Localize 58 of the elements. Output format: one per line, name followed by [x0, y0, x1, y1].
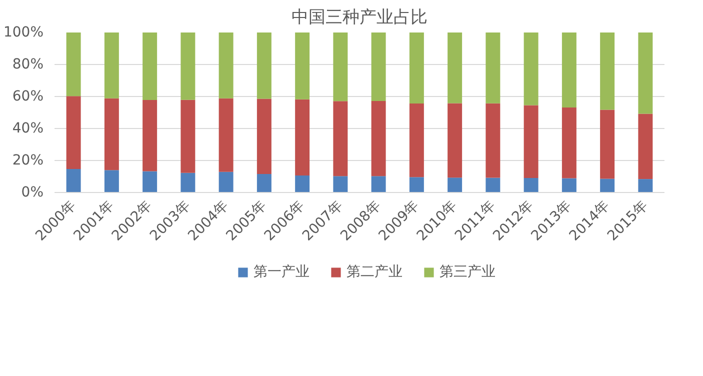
bar: [600, 110, 615, 179]
bar: [333, 32, 348, 102]
bar: [600, 178, 615, 192]
bar: [180, 172, 196, 192]
bar: [524, 105, 538, 178]
bar: [524, 32, 538, 106]
bar: [180, 32, 196, 100]
bar: [562, 32, 576, 108]
bar: [409, 104, 424, 178]
bar: [638, 32, 653, 114]
bar: [295, 32, 310, 100]
bar: [600, 32, 615, 110]
bar: [218, 32, 234, 98]
bar: [638, 179, 653, 192]
bar: [333, 176, 348, 192]
bar: [66, 168, 81, 192]
bar: [104, 170, 119, 192]
bar: [142, 32, 158, 100]
y-tick-label: 0%: [21, 184, 44, 200]
bar: [638, 114, 653, 180]
legend-label: 第三产业: [440, 263, 496, 281]
bar: [218, 172, 234, 192]
bar: [562, 108, 576, 178]
y-tick-label: 60%: [12, 88, 44, 104]
bar: [409, 177, 424, 192]
bar: [448, 103, 462, 178]
bar: [180, 100, 196, 173]
bar: [486, 178, 500, 192]
bar: [333, 101, 348, 176]
bar: [142, 171, 158, 192]
bar: [524, 178, 538, 192]
bar: [371, 100, 386, 176]
y-tick-label: 20%: [12, 152, 44, 168]
bar: [104, 98, 119, 170]
bar: [486, 103, 500, 178]
bar: [66, 32, 81, 96]
bar: [295, 176, 310, 192]
bar: [371, 32, 386, 101]
y-tick-label: 80%: [12, 56, 44, 72]
bar: [218, 98, 234, 172]
bar: [371, 176, 386, 192]
bar: [448, 32, 462, 104]
y-tick-label: 100%: [3, 24, 44, 40]
bar: [66, 96, 81, 169]
bar: [104, 32, 119, 98]
bar: [562, 178, 576, 192]
bar: [295, 99, 310, 176]
legend-label: 第一产业: [254, 263, 310, 281]
legend-label: 第二产业: [346, 263, 402, 281]
bar: [142, 100, 158, 172]
bar: [256, 32, 272, 99]
bar: [256, 98, 272, 174]
bar: [448, 178, 462, 192]
bar: [486, 32, 500, 104]
chart-title: 中国三种产业占比: [292, 8, 428, 28]
y-tick-label: 40%: [12, 120, 44, 136]
bar: [409, 32, 424, 104]
bar: [256, 174, 272, 192]
